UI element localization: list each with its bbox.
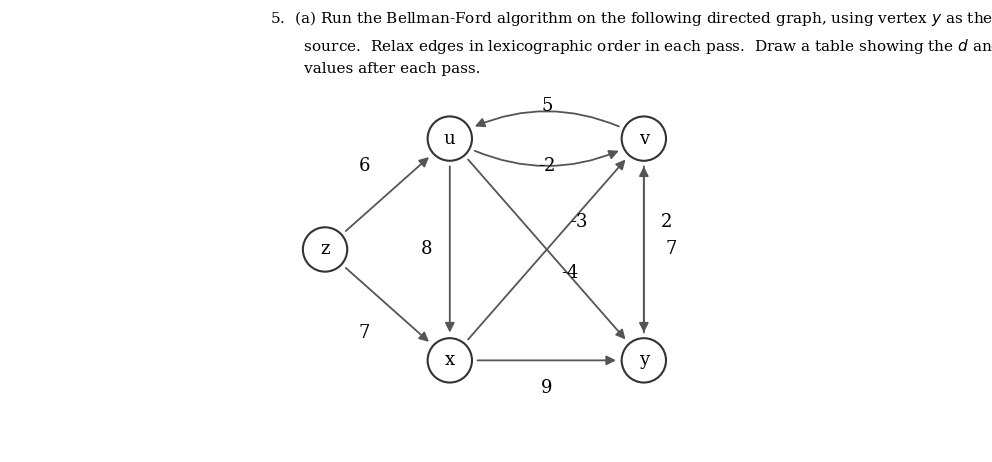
Circle shape: [303, 227, 347, 272]
Text: 5.  (a) Run the Bellman-Ford algorithm on the following directed graph, using ve: 5. (a) Run the Bellman-Ford algorithm on…: [270, 9, 992, 76]
Text: 6: 6: [358, 158, 370, 175]
Text: -2: -2: [538, 158, 556, 175]
Text: 9: 9: [541, 379, 553, 397]
Text: -3: -3: [570, 213, 588, 231]
FancyArrowPatch shape: [640, 166, 648, 331]
Text: 2: 2: [662, 213, 673, 231]
FancyArrowPatch shape: [468, 161, 624, 340]
Text: u: u: [444, 130, 455, 147]
Circle shape: [622, 338, 666, 383]
FancyArrowPatch shape: [468, 159, 624, 338]
Text: 7: 7: [359, 324, 370, 341]
FancyArrowPatch shape: [477, 357, 614, 364]
FancyArrowPatch shape: [475, 151, 617, 166]
Text: v: v: [639, 130, 649, 147]
Text: 5: 5: [541, 97, 553, 115]
FancyArrowPatch shape: [346, 158, 428, 231]
Circle shape: [428, 116, 472, 161]
FancyArrowPatch shape: [446, 166, 453, 331]
FancyArrowPatch shape: [346, 268, 428, 340]
Text: -4: -4: [561, 264, 578, 281]
Circle shape: [622, 116, 666, 161]
FancyArrowPatch shape: [640, 168, 648, 333]
Text: x: x: [444, 352, 455, 369]
FancyArrowPatch shape: [476, 111, 619, 127]
Text: y: y: [639, 352, 649, 369]
Text: 8: 8: [421, 241, 433, 258]
Text: z: z: [320, 241, 329, 258]
Circle shape: [428, 338, 472, 383]
Text: 7: 7: [666, 241, 678, 258]
